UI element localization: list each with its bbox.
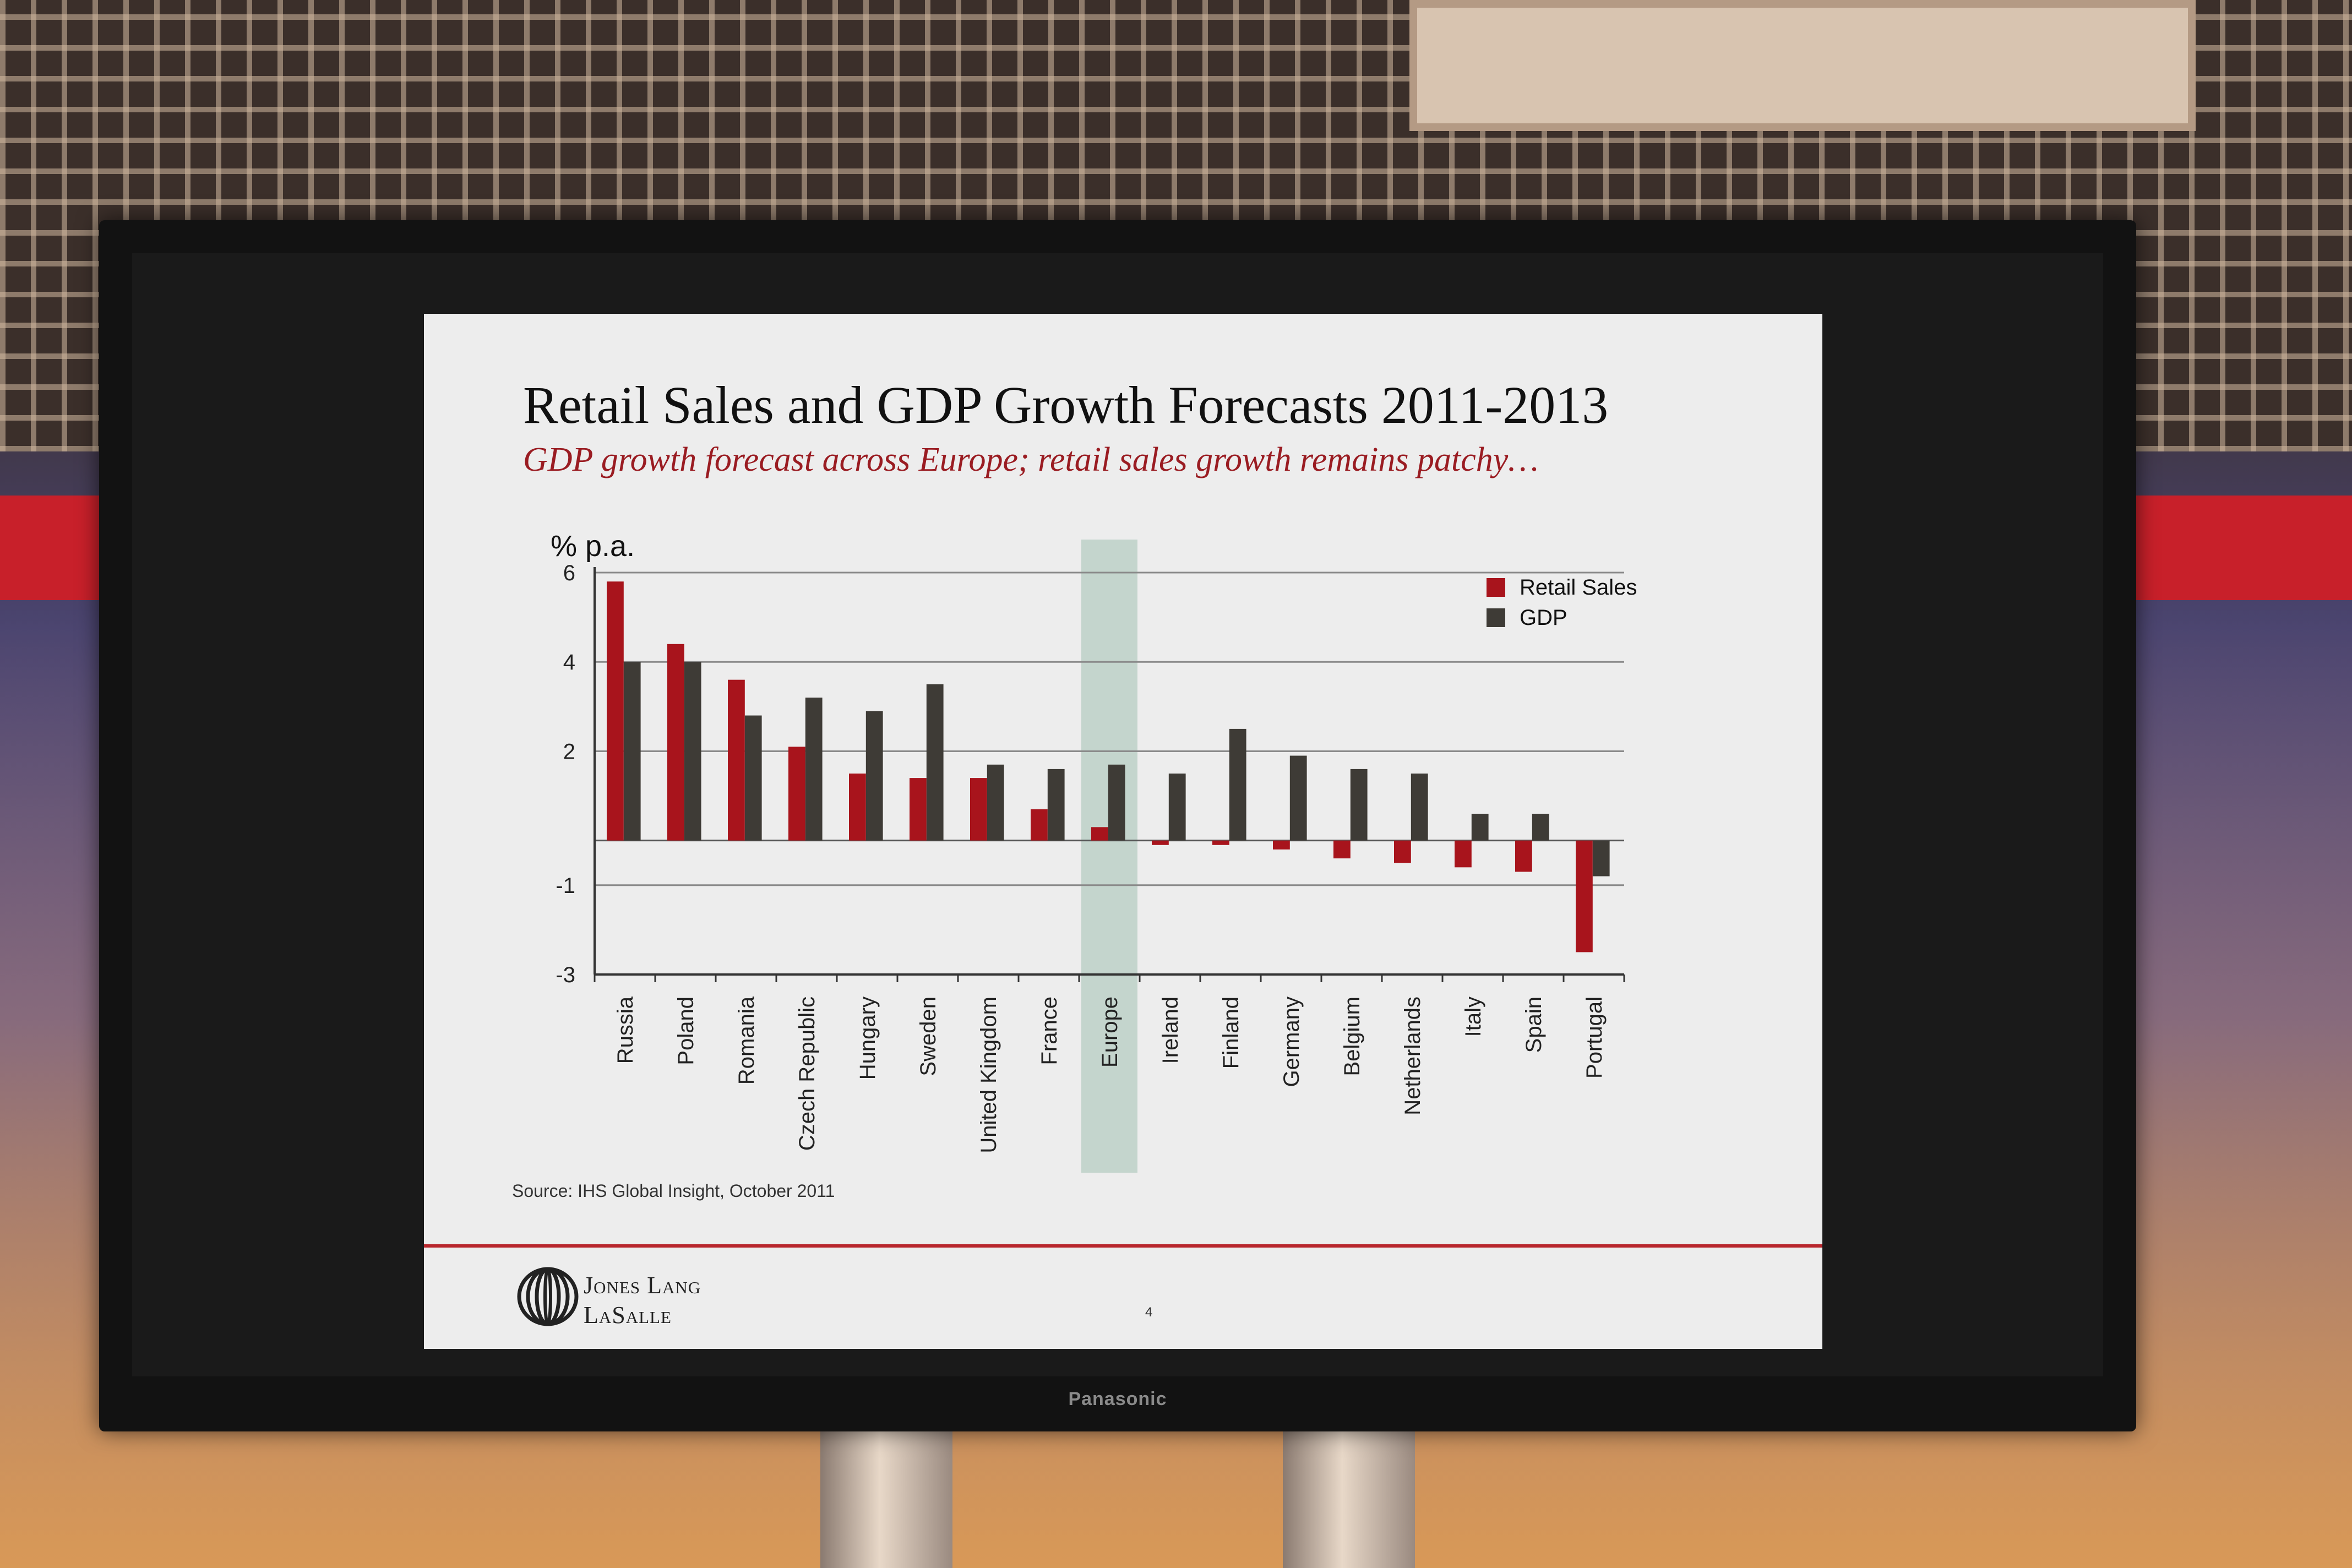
bar-retail-sales: [1152, 840, 1169, 845]
x-category-label: Finland: [1219, 997, 1243, 1069]
x-category-label: Romania: [734, 996, 759, 1085]
bar-gdp: [1168, 774, 1186, 841]
bar-gdp: [1289, 755, 1307, 841]
bar-gdp: [1471, 814, 1489, 841]
bar-retail-sales: [1273, 840, 1290, 850]
bar-gdp: [744, 715, 762, 841]
bar-retail-sales: [607, 581, 624, 841]
y-tick-label: -1: [556, 874, 575, 898]
bar-retail-sales: [788, 747, 805, 841]
bar-gdp: [1047, 769, 1065, 841]
presentation-slide: Retail Sales and GDP Growth Forecasts 20…: [424, 314, 1822, 1349]
y-tick-label: 4: [563, 650, 575, 674]
bar-retail-sales: [667, 644, 684, 841]
bar-retail-sales: [1394, 840, 1411, 863]
x-category-label: Europe: [1098, 997, 1122, 1068]
y-tick-label: 6: [563, 561, 575, 585]
bar-gdp: [987, 764, 1004, 841]
bar-gdp: [684, 662, 701, 841]
highlight-band-europe: [1081, 540, 1137, 1173]
x-category-label: Belgium: [1340, 997, 1364, 1076]
bar-gdp: [1229, 728, 1246, 841]
bar-chart: 6 4 2 -1 -3 % p.a. Russia Poland Romania Czech Re…: [551, 530, 1637, 1173]
source-note: Source: IHS Global Insight, October 2011: [512, 1181, 835, 1201]
legend-swatch-retail: [1487, 578, 1505, 597]
company-logo-icon: [517, 1267, 579, 1326]
legend-swatch-gdp: [1487, 608, 1505, 627]
x-category-label: Spain: [1522, 997, 1546, 1053]
x-category-label: Hungary: [856, 997, 880, 1080]
bar-retail-sales: [1576, 840, 1593, 952]
x-category-label: Czech Republic: [795, 997, 819, 1151]
bar-gdp: [1532, 814, 1549, 841]
company-name-line2: LaSalle: [584, 1302, 672, 1329]
y-tick-label: 2: [563, 739, 575, 764]
x-category-label: Ireland: [1158, 997, 1183, 1064]
bar-gdp: [1108, 764, 1125, 841]
bar-retail-sales: [1212, 840, 1229, 845]
bar-gdp: [926, 684, 944, 841]
bar-retail-sales: [1031, 809, 1048, 841]
x-category-label: Poland: [674, 997, 698, 1065]
bar-retail-sales: [1091, 827, 1108, 841]
x-category-label: Portugal: [1582, 997, 1607, 1079]
bar-retail-sales: [1333, 840, 1351, 859]
bar-retail-sales: [910, 778, 927, 841]
bar-retail-sales: [1455, 840, 1472, 868]
bar-gdp: [805, 698, 823, 841]
x-category-label: Italy: [1461, 997, 1485, 1037]
page-number: 4: [1145, 1305, 1153, 1320]
x-category-label: France: [1037, 997, 1061, 1065]
bar-gdp: [1350, 769, 1368, 841]
bar-gdp: [1592, 840, 1610, 876]
company-name: Jones Lang LaSalle: [584, 1271, 701, 1330]
tv-stand-right: [1283, 1420, 1415, 1568]
bar-gdp: [623, 662, 641, 841]
bar-gdp: [865, 711, 883, 841]
x-category-label: Netherlands: [1401, 997, 1425, 1115]
y-axis-label: % p.a.: [551, 530, 635, 563]
legend-label: Retail Sales: [1520, 575, 1637, 600]
bar-retail-sales: [970, 778, 987, 841]
legend-label: GDP: [1520, 606, 1567, 630]
slide-subtitle: GDP growth forecast across Europe; retai…: [523, 441, 1539, 478]
tv-stand-left: [820, 1420, 952, 1568]
y-tick-label: -3: [556, 963, 575, 987]
ceiling-light-panel: [1409, 0, 2196, 131]
x-category-label: Germany: [1280, 997, 1304, 1087]
x-category-label: Sweden: [916, 997, 940, 1076]
slide-title: Retail Sales and GDP Growth Forecasts 20…: [523, 375, 1609, 434]
tv-brand-label: Panasonic: [1068, 1389, 1167, 1409]
wall-red-band-right: [2120, 496, 2352, 600]
bar-gdp: [1411, 774, 1428, 841]
x-category-label: United Kingdom: [977, 997, 1001, 1153]
bar-retail-sales: [728, 679, 745, 841]
bar-retail-sales: [1515, 840, 1532, 872]
x-category-label: Russia: [613, 996, 638, 1064]
footer-divider: [424, 1244, 1822, 1248]
company-name-line1: Jones Lang: [584, 1272, 701, 1299]
bar-retail-sales: [849, 774, 866, 841]
